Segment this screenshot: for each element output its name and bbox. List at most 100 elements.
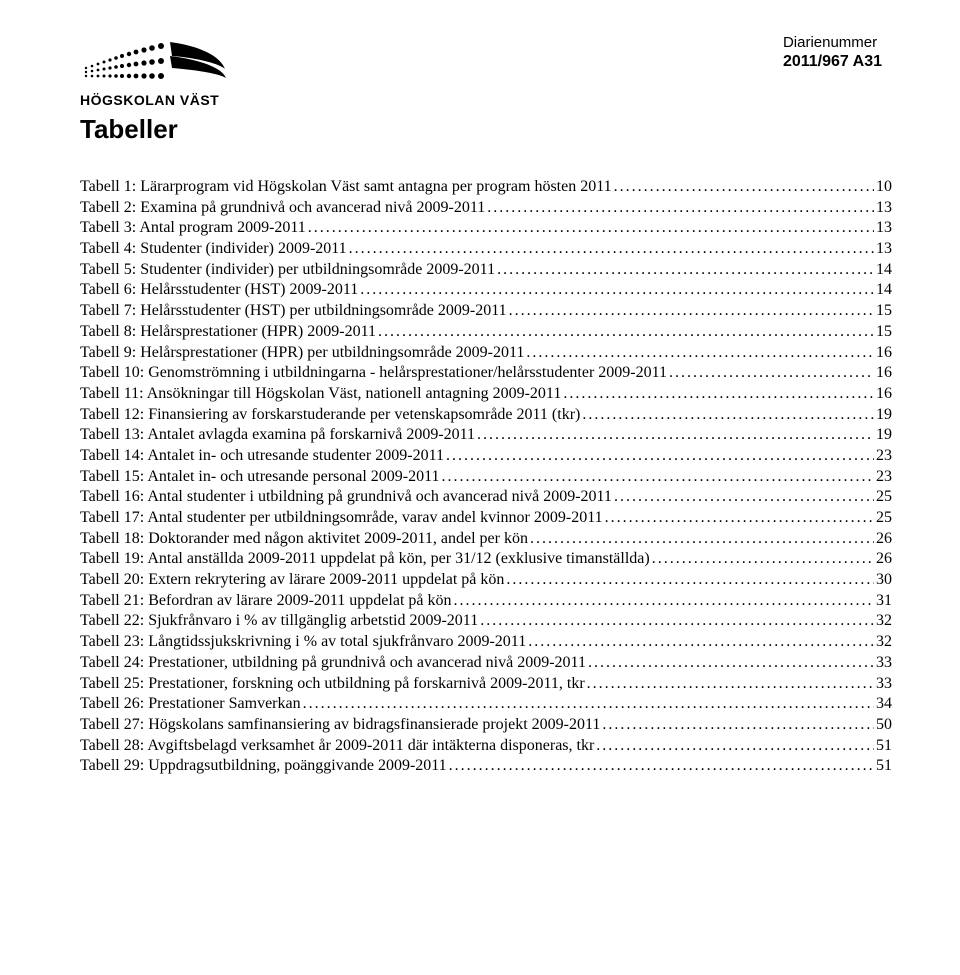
toc-entry-label: Tabell 21: Befordran av lärare 2009-2011… [80,593,454,609]
toc-leader-dots: ........................................… [477,427,874,443]
toc-leader-dots: ........................................… [360,282,874,298]
toc-entry-page: 13 [874,241,892,257]
toc-entry: Tabell 7: Helårsstudenter (HST) per utbi… [80,303,892,319]
toc-leader-dots: ........................................… [449,758,874,774]
toc-entry-label: Tabell 17: Antal studenter per utbildnin… [80,510,605,526]
toc-entry-label: Tabell 19: Antal anställda 2009-2011 upp… [80,551,652,567]
toc-entry: Tabell 11: Ansökningar till Högskolan Vä… [80,386,892,402]
toc-entry-page: 31 [874,593,892,609]
toc-entry-page: 19 [874,427,892,443]
toc-entry-page: 14 [874,262,892,278]
toc-entry: Tabell 5: Studenter (individer) per utbi… [80,262,892,278]
toc-leader-dots: ........................................… [614,489,874,505]
toc-entry-page: 15 [874,303,892,319]
toc-leader-dots: ........................................… [506,572,874,588]
toc-entry-page: 16 [874,365,892,381]
toc-entry-page: 15 [874,324,892,340]
page-header: HÖGSKOLAN VÄST Diarienummer 2011/967 A31 [80,34,892,108]
toc-leader-dots: ........................................… [669,365,874,381]
section-title: Tabeller [80,114,892,145]
toc-entry-label: Tabell 29: Uppdragsutbildning, poänggiva… [80,758,449,774]
toc-entry-page: 50 [874,717,892,733]
toc-entry: Tabell 29: Uppdragsutbildning, poänggiva… [80,758,892,774]
toc-entry: Tabell 28: Avgiftsbelagd verksamhet år 2… [80,738,892,754]
toc-entry-page: 51 [874,738,892,754]
toc-entry-page: 13 [874,200,892,216]
toc-entry: Tabell 9: Helårsprestationer (HPR) per u… [80,345,892,361]
toc-entry-page: 33 [874,655,892,671]
toc-entry: Tabell 26: Prestationer Samverkan.......… [80,696,892,712]
toc-leader-dots: ........................................… [563,386,874,402]
toc-entry: Tabell 15: Antalet in- och utresande per… [80,469,892,485]
toc-entry: Tabell 19: Antal anställda 2009-2011 upp… [80,551,892,567]
toc-leader-dots: ........................................… [349,241,874,257]
toc-entry: Tabell 14: Antalet in- och utresande stu… [80,448,892,464]
toc-entry: Tabell 10: Genomströmning i utbildningar… [80,365,892,381]
toc-leader-dots: ........................................… [614,179,874,195]
toc-entry-page: 10 [874,179,892,195]
hogskolan-vast-logo-icon [80,34,230,92]
toc-entry-label: Tabell 27: Högskolans samfinansiering av… [80,717,602,733]
toc-entry-label: Tabell 24: Prestationer, utbildning på g… [80,655,588,671]
toc-entry: Tabell 16: Antal studenter i utbildning … [80,489,892,505]
toc-entry-page: 32 [874,634,892,650]
toc-entry-page: 34 [874,696,892,712]
toc-entry-page: 26 [874,551,892,567]
toc-entry: Tabell 8: Helårsprestationer (HPR) 2009-… [80,324,892,340]
toc-entry: Tabell 3: Antal program 2009-2011.......… [80,220,892,236]
toc-entry-label: Tabell 7: Helårsstudenter (HST) per utbi… [80,303,509,319]
toc-entry-label: Tabell 1: Lärarprogram vid Högskolan Väs… [80,179,614,195]
toc-entry: Tabell 13: Antalet avlagda examina på fo… [80,427,892,443]
logo-text: HÖGSKOLAN VÄST [80,92,219,108]
toc-entry-label: Tabell 15: Antalet in- och utresande per… [80,469,442,485]
toc-entry-page: 16 [874,386,892,402]
toc-entry-page: 33 [874,676,892,692]
toc-entry-label: Tabell 10: Genomströmning i utbildningar… [80,365,669,381]
toc-entry-label: Tabell 9: Helårsprestationer (HPR) per u… [80,345,526,361]
toc-leader-dots: ........................................… [588,655,874,671]
toc-entry: Tabell 18: Doktorander med någon aktivit… [80,531,892,547]
toc-entry-label: Tabell 26: Prestationer Samverkan [80,696,303,712]
toc-entry-page: 51 [874,758,892,774]
toc-entry-label: Tabell 23: Långtidssjukskrivning i % av … [80,634,528,650]
toc-entry-page: 30 [874,572,892,588]
toc-entry-page: 13 [874,220,892,236]
toc-entry-page: 25 [874,489,892,505]
toc-leader-dots: ........................................… [480,613,874,629]
toc-entry-label: Tabell 3: Antal program 2009-2011 [80,220,308,236]
toc-leader-dots: ........................................… [308,220,874,236]
toc-leader-dots: ........................................… [526,345,874,361]
toc-leader-dots: ........................................… [442,469,874,485]
toc-entry-label: Tabell 4: Studenter (individer) 2009-201… [80,241,349,257]
toc-entry: Tabell 17: Antal studenter per utbildnin… [80,510,892,526]
table-of-contents: Tabell 1: Lärarprogram vid Högskolan Väs… [80,179,892,774]
toc-entry: Tabell 1: Lärarprogram vid Högskolan Väs… [80,179,892,195]
toc-entry: Tabell 24: Prestationer, utbildning på g… [80,655,892,671]
diarie-label: Diarienummer [783,34,882,51]
toc-entry: Tabell 21: Befordran av lärare 2009-2011… [80,593,892,609]
toc-leader-dots: ........................................… [596,738,874,754]
toc-entry-label: Tabell 12: Finansiering av forskarstuder… [80,407,582,423]
diarie-value: 2011/967 A31 [783,53,882,71]
toc-entry: Tabell 4: Studenter (individer) 2009-201… [80,241,892,257]
toc-leader-dots: ........................................… [303,696,874,712]
toc-leader-dots: ........................................… [530,531,874,547]
diarie-block: Diarienummer 2011/967 A31 [783,34,882,71]
toc-entry-page: 23 [874,469,892,485]
toc-entry-label: Tabell 22: Sjukfrånvaro i % av tillgängl… [80,613,480,629]
toc-leader-dots: ........................................… [528,634,874,650]
toc-entry: Tabell 6: Helårsstudenter (HST) 2009-201… [80,282,892,298]
toc-entry-label: Tabell 11: Ansökningar till Högskolan Vä… [80,386,563,402]
toc-leader-dots: ........................................… [454,593,875,609]
toc-entry-page: 16 [874,345,892,361]
toc-leader-dots: ........................................… [587,676,874,692]
toc-entry: Tabell 25: Prestationer, forskning och u… [80,676,892,692]
toc-entry-label: Tabell 18: Doktorander med någon aktivit… [80,531,530,547]
toc-entry: Tabell 22: Sjukfrånvaro i % av tillgängl… [80,613,892,629]
toc-entry-page: 32 [874,613,892,629]
toc-leader-dots: ........................................… [605,510,874,526]
logo-block: HÖGSKOLAN VÄST [80,34,230,108]
toc-entry-label: Tabell 2: Examina på grundnivå och avanc… [80,200,487,216]
document-page: HÖGSKOLAN VÄST Diarienummer 2011/967 A31… [0,0,960,975]
toc-entry-label: Tabell 8: Helårsprestationer (HPR) 2009-… [80,324,378,340]
